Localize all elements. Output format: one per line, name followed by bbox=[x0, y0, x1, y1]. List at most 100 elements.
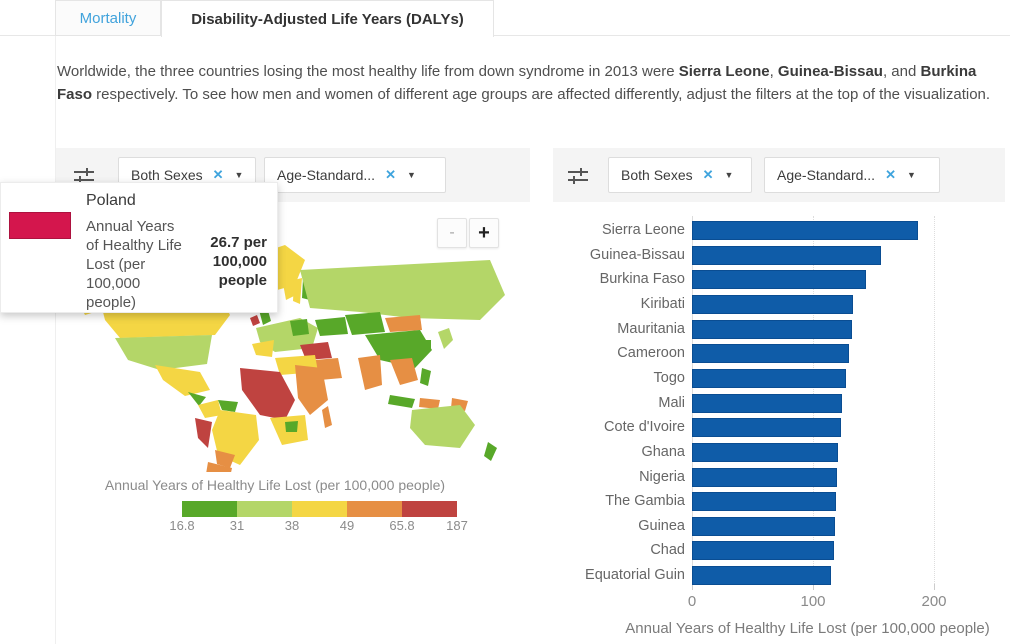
country-botswana bbox=[285, 421, 298, 432]
bar-row: Cameroon bbox=[555, 341, 1020, 366]
country-mexico bbox=[155, 365, 210, 396]
chip-remove-icon[interactable]: ✕ bbox=[885, 167, 896, 182]
chip-label: Age-Standard... bbox=[777, 167, 876, 183]
country-india bbox=[358, 355, 382, 390]
country-brazil bbox=[212, 410, 259, 465]
region-east-africa bbox=[295, 365, 328, 415]
country-ukraine bbox=[315, 317, 348, 336]
map-zoom-out-button[interactable]: - bbox=[437, 218, 467, 248]
region-southeast-asia bbox=[390, 358, 418, 385]
map-zoom-in-button[interactable]: + bbox=[469, 218, 499, 248]
map-legend-title: Annual Years of Healthy Life Lost (per 1… bbox=[104, 477, 446, 493]
plus-icon: + bbox=[478, 221, 490, 244]
country-peru bbox=[195, 418, 212, 448]
daly-bar[interactable] bbox=[692, 221, 919, 240]
daly-bar[interactable] bbox=[692, 344, 850, 364]
country-madagascar bbox=[322, 406, 332, 428]
tab-mortality-label: Mortality bbox=[79, 9, 137, 27]
bar-country-label: Chad bbox=[650, 542, 685, 559]
intro-bold-country-1: Sierra Leone bbox=[678, 63, 770, 80]
bar-row: Kiribati bbox=[555, 292, 1020, 317]
bar-country-label: Kiribati bbox=[640, 295, 685, 312]
country-colombia bbox=[198, 400, 222, 418]
region-middle-east bbox=[300, 342, 332, 360]
panel-left-border bbox=[55, 36, 56, 644]
chevron-down-icon[interactable]: ▼ bbox=[906, 170, 916, 180]
bar-country-label: Guinea bbox=[638, 517, 685, 534]
chevron-down-icon[interactable]: ▼ bbox=[234, 170, 244, 180]
daly-bar[interactable] bbox=[692, 467, 838, 487]
legend-color-segment bbox=[182, 501, 237, 517]
daly-bar[interactable] bbox=[692, 294, 853, 314]
bar-country-label: Mali bbox=[658, 394, 685, 411]
daly-bar[interactable] bbox=[692, 418, 841, 438]
bar-country-label: The Gambia bbox=[605, 493, 685, 510]
legend-tick-label: 65.8 bbox=[389, 518, 415, 533]
country-sweden bbox=[293, 278, 302, 304]
bar-row: Nigeria bbox=[555, 465, 1020, 490]
intro-paragraph: Worldwide, the three countries losing th… bbox=[57, 60, 1010, 106]
intro-text: , and bbox=[882, 63, 921, 80]
daly-bar[interactable] bbox=[692, 368, 846, 388]
xaxis-tick-label: 200 bbox=[921, 593, 947, 610]
daly-bar[interactable] bbox=[692, 516, 835, 536]
tooltip-value: 26.7 per 100,000 people bbox=[210, 234, 267, 289]
chip-remove-icon[interactable]: ✕ bbox=[385, 167, 396, 182]
legend-tick-label: 31 bbox=[229, 518, 245, 533]
tooltip-color-swatch bbox=[9, 212, 71, 239]
filter-sliders-icon[interactable] bbox=[72, 164, 96, 188]
region-central-asia bbox=[345, 312, 385, 335]
legend-color-segment bbox=[292, 501, 347, 517]
map-filter-chip-age[interactable]: Age-Standard... ✕ ▼ bbox=[264, 157, 446, 193]
country-germany-poland bbox=[290, 319, 309, 336]
chip-remove-icon[interactable]: ✕ bbox=[702, 167, 714, 182]
bar-row: Equatorial Guin bbox=[555, 563, 1020, 588]
bar-row: Burkina Faso bbox=[555, 267, 1020, 292]
country-central-america bbox=[188, 392, 206, 406]
chart-filter-chip-age[interactable]: Age-Standard... ✕ ▼ bbox=[764, 157, 940, 193]
daly-bar[interactable] bbox=[692, 442, 839, 462]
bar-row: The Gambia bbox=[555, 489, 1020, 514]
chip-remove-icon[interactable]: ✕ bbox=[212, 167, 224, 182]
xaxis-tick-mark bbox=[934, 584, 935, 590]
chart-gridline bbox=[934, 216, 935, 588]
daly-bar[interactable] bbox=[692, 492, 836, 512]
chevron-down-icon[interactable]: ▼ bbox=[724, 170, 734, 180]
bar-row: Mauritania bbox=[555, 317, 1020, 342]
daly-bar[interactable] bbox=[692, 245, 881, 265]
bar-country-label: Cameroon bbox=[617, 345, 685, 362]
chip-label: Age-Standard... bbox=[277, 167, 376, 183]
map-tooltip: Poland Annual Years of Healthy Life Lost… bbox=[0, 182, 278, 313]
tab-dalys[interactable]: Disability-Adjusted Life Years (DALYs) bbox=[161, 0, 494, 37]
daly-bar[interactable] bbox=[692, 319, 852, 339]
country-norway bbox=[282, 270, 296, 300]
legend-color-segment bbox=[347, 501, 402, 517]
country-russia bbox=[300, 260, 505, 320]
daly-bar[interactable] bbox=[692, 270, 867, 290]
country-new-zealand bbox=[484, 442, 497, 461]
filter-sliders-icon[interactable] bbox=[566, 164, 590, 188]
intro-text: respectively. To see how men and women o… bbox=[92, 86, 991, 103]
tooltip-metric: Annual Years of Healthy Life Lost (per 1… bbox=[86, 218, 182, 311]
intro-text: , bbox=[769, 63, 778, 80]
tooltip-country: Poland bbox=[86, 192, 136, 209]
country-mongolia bbox=[385, 315, 422, 332]
legend-color-segment bbox=[237, 501, 292, 517]
bar-country-label: Guinea-Bissau bbox=[589, 246, 685, 263]
daly-bar[interactable] bbox=[692, 541, 834, 561]
chevron-down-icon[interactable]: ▼ bbox=[406, 170, 416, 180]
legend-tick-label: 49 bbox=[339, 518, 355, 533]
chip-label: Both Sexes bbox=[131, 167, 203, 183]
country-spain bbox=[252, 340, 274, 357]
bar-row: Sierra Leone bbox=[555, 218, 1020, 243]
tab-mortality[interactable]: Mortality bbox=[55, 0, 161, 36]
daly-bar[interactable] bbox=[692, 393, 843, 413]
bar-row: Ghana bbox=[555, 440, 1020, 465]
bar-row: Togo bbox=[555, 366, 1020, 391]
country-ireland bbox=[250, 315, 260, 326]
country-venezuela bbox=[218, 400, 238, 412]
chart-filter-chip-sex[interactable]: Both Sexes ✕ ▼ bbox=[608, 157, 752, 193]
daly-bar[interactable] bbox=[692, 566, 832, 586]
country-bolivia bbox=[215, 450, 235, 468]
bar-country-label: Equatorial Guin bbox=[585, 567, 685, 584]
